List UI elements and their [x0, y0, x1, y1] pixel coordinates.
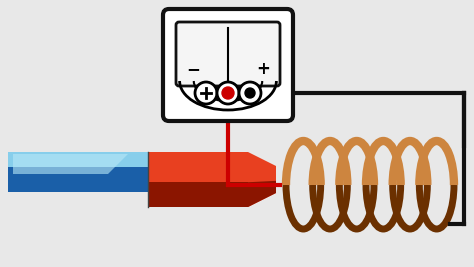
- Circle shape: [245, 88, 255, 98]
- Circle shape: [222, 87, 234, 99]
- Circle shape: [239, 82, 261, 104]
- Text: +: +: [256, 60, 270, 78]
- FancyBboxPatch shape: [163, 9, 293, 121]
- Bar: [148, 152, 248, 182]
- FancyBboxPatch shape: [176, 22, 280, 86]
- Polygon shape: [248, 181, 276, 207]
- Bar: [8, 152, 148, 167]
- Circle shape: [195, 82, 217, 104]
- Circle shape: [217, 82, 239, 104]
- Polygon shape: [13, 154, 128, 174]
- Bar: [8, 152, 248, 207]
- Bar: [148, 182, 248, 207]
- Bar: [8, 167, 148, 192]
- Text: −: −: [186, 60, 200, 78]
- Polygon shape: [248, 152, 276, 207]
- Bar: [8, 152, 148, 207]
